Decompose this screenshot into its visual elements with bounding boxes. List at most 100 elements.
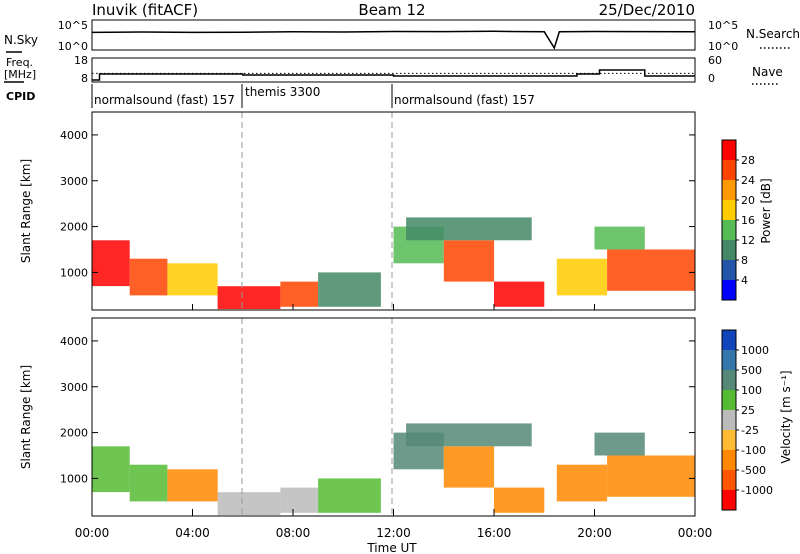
- power-ytick-label-2: 2000: [60, 221, 88, 234]
- velocity-colorbar-label-5: -100: [741, 444, 766, 457]
- velocity-colorbar-band-3: [722, 390, 736, 410]
- station-title: Inuvik (fitACF): [92, 1, 198, 19]
- time-axis: 00:00 04:00 08:00 12:00 16:00 20:00 00:00: [75, 304, 713, 540]
- power-cell-8: [494, 281, 545, 307]
- cpid-label: CPID: [6, 90, 35, 103]
- velocity-ytick-label-1: 3000: [60, 381, 88, 394]
- velocity-cell-11: [406, 423, 532, 447]
- velocity-colorbar-label-7: -1000: [741, 484, 773, 497]
- power-ylabel: Slant Range [km]: [19, 159, 33, 263]
- velocity-cell-1: [129, 464, 168, 502]
- velocity-colorbar-label-1: 500: [741, 364, 762, 377]
- xtick-label-1: 04:00: [175, 526, 210, 540]
- power-cell-10: [607, 249, 695, 291]
- power-colorbar-label-2: 20: [741, 194, 755, 207]
- velocity-colorbar-band-4: [722, 410, 736, 430]
- noise-series: [91, 30, 696, 50]
- nave-tick-high: 60: [708, 54, 722, 67]
- velocity-cell-0: [92, 446, 130, 493]
- velocity-cell-12: [594, 432, 645, 456]
- velocity-colorbar-label-4: -25: [741, 424, 759, 437]
- velocity-cell-7: [443, 446, 495, 488]
- power-cell-9: [556, 258, 608, 296]
- velocity-colorbar-label-6: -500: [741, 464, 766, 477]
- power-colorbar-label-1: 24: [741, 174, 755, 187]
- velocity-cell-4: [280, 487, 319, 513]
- nsearch-tick-high: 10^5: [708, 19, 738, 32]
- power-colorbar-band-5: [722, 240, 736, 260]
- velocity-colorbar-label-0: 1000: [741, 344, 769, 357]
- beam-title: Beam 12: [358, 1, 425, 19]
- noise-line: [91, 30, 696, 50]
- power-colorbar-band-6: [722, 260, 736, 280]
- xtick-label-3: 12:00: [376, 526, 411, 540]
- power-heatmap: [92, 217, 695, 310]
- velocity-cell-2: [167, 469, 218, 502]
- velocity-colorbar-label-2: 100: [741, 384, 762, 397]
- nsky-label: N.Sky: [4, 33, 38, 47]
- nsearch-tick-low: 10^0: [708, 40, 738, 53]
- xtick-label-4: 16:00: [477, 526, 512, 540]
- power-cell-2: [167, 263, 218, 296]
- cpid-mode-3: normalsound (fast) 157: [394, 93, 535, 107]
- freq-series: [92, 69, 695, 81]
- power-ytick-label-3: 1000: [60, 266, 88, 279]
- velocity-colorbar-label-3: 25: [741, 404, 755, 417]
- power-cell-1: [129, 258, 168, 296]
- nave-label: Nave: [752, 65, 783, 79]
- nave-tick-low: 0: [708, 72, 715, 85]
- velocity-cell-8: [494, 487, 545, 513]
- xtick-label-2: 08:00: [276, 526, 311, 540]
- power-cell-4: [280, 281, 319, 307]
- power-ytick-label-0: 4000: [60, 129, 88, 142]
- freq-panel: Freq. [MHz] 18 8 Nave 60 0: [4, 54, 783, 85]
- freq-tick-low: 8: [81, 72, 88, 85]
- cpid-row: CPID normalsound (fast) 157 themis 3300 …: [6, 84, 535, 108]
- power-ytick-label-1: 3000: [60, 175, 88, 188]
- power-cell-12: [594, 226, 645, 250]
- velocity-colorbar-band-6: [722, 450, 736, 470]
- velocity-ylabel: Slant Range [km]: [19, 365, 33, 469]
- velocity-cell-10: [607, 455, 695, 497]
- power-colorbar-band-3: [722, 200, 736, 220]
- velocity-colorbar-band-0: [722, 330, 736, 350]
- velocity-ytick-label-2: 2000: [60, 427, 88, 440]
- velocity-colorbar-band-8: [722, 490, 736, 510]
- power-colorbar-label-4: 12: [741, 234, 755, 247]
- velocity-colorbar-band-7: [722, 470, 736, 490]
- velocity-colorbar: 1000 500 100 25 -25 -100 -500 -1000: [721, 329, 773, 511]
- power-colorbar-band-7: [722, 280, 736, 300]
- power-cell-3: [217, 286, 281, 310]
- xtick-label-0: 00:00: [75, 526, 110, 540]
- power-colorbar-label: Power [dB]: [759, 178, 773, 243]
- xtick-label-6: 00:00: [678, 526, 713, 540]
- power-colorbar-band-1: [722, 160, 736, 180]
- power-colorbar-band-0: [722, 140, 736, 160]
- power-colorbar-band-4: [722, 220, 736, 240]
- cpid-mode-1: normalsound (fast) 157: [94, 93, 235, 107]
- power-colorbar-label-6: 4: [741, 274, 748, 287]
- velocity-cell-3: [217, 492, 281, 516]
- freq-line: [92, 69, 695, 81]
- velocity-colorbar-frame: [721, 329, 737, 511]
- velocity-yticks: 4000 3000 2000 1000: [60, 335, 695, 485]
- velocity-heatmap: [92, 423, 695, 516]
- freq-label-line2: [MHz]: [4, 68, 36, 81]
- velocity-cell-5: [318, 478, 381, 513]
- nsky-tick-low: 10^0: [58, 40, 88, 53]
- power-colorbar-label-0: 28: [741, 154, 755, 167]
- power-yticks: 4000 3000 2000 1000: [60, 129, 695, 279]
- velocity-colorbar-band-1: [722, 350, 736, 370]
- power-cell-0: [92, 240, 130, 287]
- power-colorbar-band-2: [722, 180, 736, 200]
- velocity-ytick-label-3: 1000: [60, 472, 88, 485]
- velocity-ytick-label-0: 4000: [60, 335, 88, 348]
- power-colorbar: 28 24 20 16 12 8 4: [721, 139, 755, 301]
- power-cell-5: [318, 272, 381, 307]
- noise-panel: N.Sky 10^5 10^0 N.Search 10^5 10^0: [4, 19, 800, 53]
- power-colorbar-label-5: 8: [741, 254, 748, 267]
- nsky-tick-high: 10^5: [58, 19, 88, 32]
- freq-tick-high: 18: [74, 54, 88, 67]
- xtick-label-5: 20:00: [577, 526, 612, 540]
